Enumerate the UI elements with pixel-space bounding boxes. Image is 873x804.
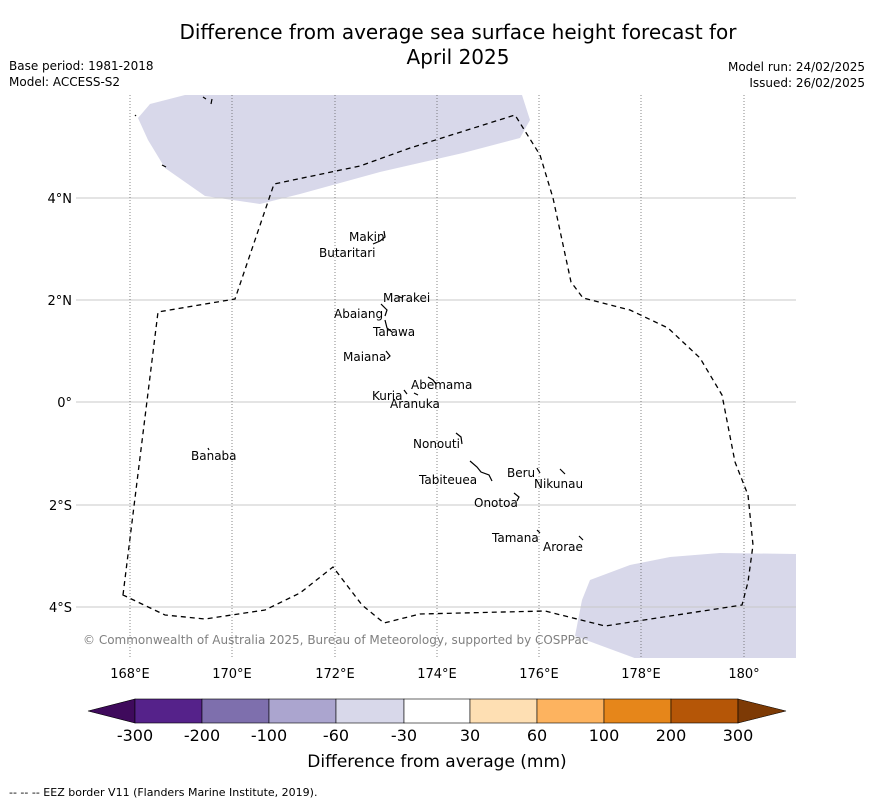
lon-tick-176e: 176°E — [519, 667, 559, 682]
island-label-abemama: Abemama — [411, 378, 472, 392]
colorbar-tick: 200 — [656, 726, 687, 745]
colorbar-tick-labels: -300 -200 -100 -60 -30 30 60 100 200 300 — [117, 726, 753, 745]
lon-tick-172e: 172°E — [315, 667, 355, 682]
island-label-butaritari: Butaritari — [319, 246, 376, 260]
eez-footer-note: -- -- -- EEZ border V11 (Flanders Marine… — [9, 786, 318, 799]
colorbar-tick: -60 — [323, 726, 349, 745]
island-label-arorae: Arorae — [543, 540, 583, 554]
island-label-nikunau: Nikunau — [534, 477, 583, 491]
title-line-1: Difference from average sea surface heig… — [179, 20, 737, 44]
colorbar-tick: 60 — [527, 726, 547, 745]
colorbar-segment — [603, 698, 672, 724]
copyright-notice: © Commonwealth of Australia 2025, Bureau… — [83, 633, 588, 647]
model-name: Model: ACCESS-S2 — [9, 75, 121, 89]
island-label-onotoa: Onotoa — [474, 496, 518, 510]
lat-tick-2s: 2°S — [49, 499, 72, 514]
colorbar-tick: 30 — [460, 726, 480, 745]
island-label-nonouti: Nonouti — [413, 437, 460, 451]
colorbar-segment — [670, 698, 739, 724]
island-label-abaiang: Abaiang — [334, 307, 383, 321]
lon-tick-170e: 170°E — [212, 667, 252, 682]
island-label-marakei: Marakei — [383, 291, 430, 305]
lat-tick-0: 0° — [57, 396, 72, 411]
colorbar-segment — [469, 698, 538, 724]
island-label-tarawa: Tarawa — [372, 325, 415, 339]
anomaly-region-southeast — [575, 553, 796, 658]
base-period: Base period: 1981-2018 — [9, 59, 154, 73]
island-label-beru: Beru — [507, 466, 535, 480]
colorbar-tick: -100 — [251, 726, 287, 745]
colorbar-title: Difference from average (mm) — [307, 752, 566, 772]
lon-tick-178e: 178°E — [621, 667, 661, 682]
island-label-aranuka: Aranuka — [390, 397, 440, 411]
island-label-maiana: Maiana — [343, 350, 386, 364]
colorbar: -300 -200 -100 -60 -30 30 60 100 200 300… — [87, 698, 787, 772]
island-label-kuria: Kuria — [372, 389, 403, 403]
anomaly-region-north — [138, 95, 530, 204]
colorbar-segment — [403, 698, 471, 724]
lat-tick-2n: 2°N — [48, 294, 73, 309]
eez-border — [122, 114, 754, 627]
colorbar-segment — [201, 698, 270, 724]
island-shapes — [134, 96, 584, 541]
lat-tick-labels: 4°N 2°N 0° 2°S 4°S — [48, 192, 73, 616]
colorbar-segment — [268, 698, 337, 724]
issued-date: Issued: 26/02/2025 — [749, 76, 865, 90]
island-label-banaba: Banaba — [191, 449, 237, 463]
colorbar-extend-high — [737, 698, 787, 724]
colorbar-tick: 300 — [723, 726, 754, 745]
meta-left: Base period: 1981-2018 Model: ACCESS-S2 — [9, 58, 154, 90]
colorbar-segment — [536, 698, 605, 724]
colorbar-tick: -30 — [391, 726, 417, 745]
lon-tick-174e: 174°E — [417, 667, 457, 682]
model-run: Model run: 24/02/2025 — [727, 60, 865, 74]
colorbar-tick: 100 — [589, 726, 620, 745]
lat-gridlines — [76, 197, 796, 608]
lat-tick-4s: 4°S — [49, 601, 72, 616]
colorbar-segment — [134, 698, 203, 724]
island-label-makin: Makin — [349, 230, 385, 244]
colorbar-tick: -300 — [117, 726, 153, 745]
meta-right: Model run: 24/02/2025 Issued: 26/02/2025 — [728, 59, 865, 91]
colorbar-segment — [335, 698, 405, 724]
island-label-tabiteuea: Tabiteuea — [418, 473, 477, 487]
island-labels: Makin Butaritari Marakei Abaiang Tarawa … — [191, 230, 583, 554]
lat-tick-4n: 4°N — [48, 192, 73, 207]
title-line-2: April 2025 — [406, 45, 510, 69]
map-title: Difference from average sea surface heig… — [0, 20, 873, 70]
island-label-tamana: Tamana — [491, 531, 539, 545]
lon-gridlines — [129, 95, 745, 658]
lon-tick-labels: 168°E 170°E 172°E 174°E 176°E 178°E 180° — [110, 667, 759, 682]
colorbar-extend-low — [87, 698, 136, 724]
lon-tick-180: 180° — [728, 667, 759, 682]
colorbar-tick: -200 — [184, 726, 220, 745]
lon-tick-168e: 168°E — [110, 667, 150, 682]
